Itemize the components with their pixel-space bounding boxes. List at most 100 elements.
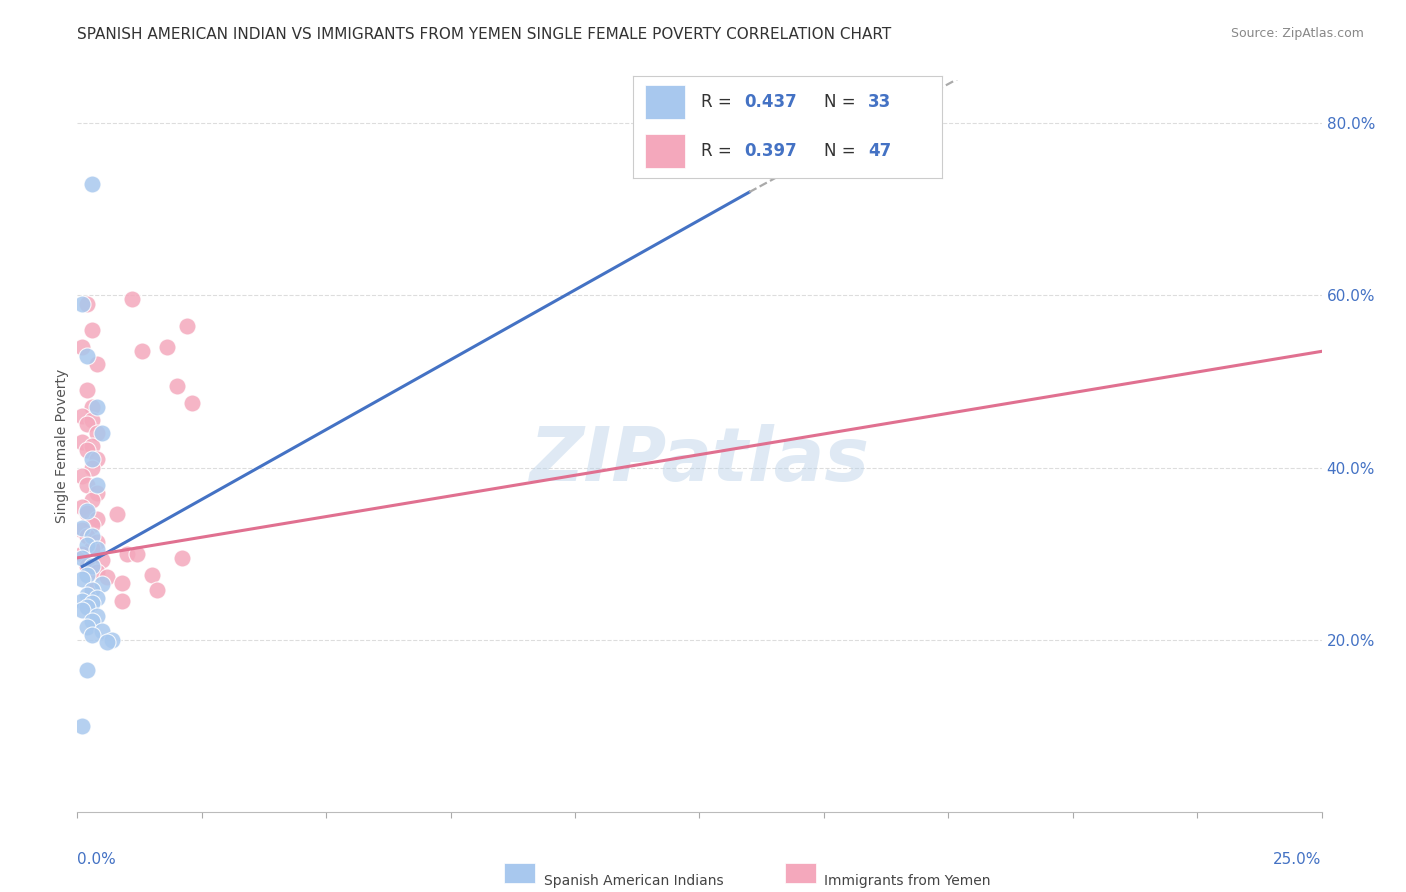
Text: R =: R = [700, 93, 737, 111]
Point [72, 719, 94, 733]
Text: SPANISH AMERICAN INDIAN VS IMMIGRANTS FROM YEMEN SINGLE FEMALE POVERTY CORRELATI: SPANISH AMERICAN INDIAN VS IMMIGRANTS FR… [77, 27, 891, 42]
Point [82, 401, 104, 415]
Point [170, 550, 193, 565]
Point [141, 568, 163, 582]
Point [111, 575, 134, 590]
Point [86, 608, 108, 623]
Y-axis label: Single Female Poverty: Single Female Poverty [55, 369, 69, 523]
Point [76, 538, 98, 552]
Point [86, 542, 108, 557]
Text: R =: R = [700, 142, 737, 161]
Point [82, 413, 104, 427]
Point [76, 443, 98, 458]
Bar [786, 863, 817, 883]
Point [86, 477, 108, 491]
Point [76, 529, 98, 543]
Point [82, 177, 104, 191]
Point [76, 558, 98, 573]
Point [76, 503, 98, 517]
Point [91, 624, 114, 638]
Point [156, 340, 179, 354]
Point [82, 518, 104, 533]
Point [82, 559, 104, 574]
Point [96, 635, 118, 649]
Point [86, 512, 108, 526]
Point [82, 597, 104, 611]
Text: Immigrants from Yemen: Immigrants from Yemen [824, 874, 990, 888]
Point [125, 547, 148, 561]
Point [86, 426, 108, 441]
Point [82, 529, 104, 543]
Point [76, 506, 98, 520]
Point [166, 378, 188, 392]
Point [72, 550, 94, 565]
Point [115, 547, 138, 561]
Bar [645, 135, 685, 168]
Text: Spanish American Indians: Spanish American Indians [544, 874, 724, 888]
Point [121, 292, 143, 306]
Bar [505, 863, 536, 883]
Point [72, 594, 94, 608]
Point [91, 576, 114, 591]
Point [176, 318, 198, 333]
Text: Source: ZipAtlas.com: Source: ZipAtlas.com [1230, 27, 1364, 40]
Point [86, 591, 108, 606]
Point [82, 614, 104, 628]
Point [82, 628, 104, 642]
Point [76, 568, 98, 582]
Text: 47: 47 [868, 142, 891, 161]
Point [82, 582, 104, 596]
Point [72, 573, 94, 587]
Point [82, 451, 104, 466]
Text: 0.397: 0.397 [744, 142, 797, 161]
Point [72, 521, 94, 535]
Point [72, 548, 94, 562]
Text: 25.0%: 25.0% [1274, 852, 1322, 867]
Point [180, 396, 202, 410]
Point [72, 603, 94, 617]
Point [105, 507, 128, 521]
Point [72, 297, 94, 311]
Point [76, 588, 98, 602]
Text: ZIPatlas: ZIPatlas [530, 424, 869, 497]
Point [86, 451, 108, 466]
Point [82, 323, 104, 337]
Point [76, 663, 98, 677]
Point [72, 434, 94, 449]
Point [111, 594, 134, 608]
Point [86, 401, 108, 415]
Point [86, 486, 108, 500]
Point [72, 469, 94, 483]
Text: N =: N = [824, 142, 862, 161]
Point [72, 340, 94, 354]
Point [82, 493, 104, 508]
Text: 33: 33 [868, 93, 891, 111]
Bar [645, 85, 685, 119]
Point [131, 344, 153, 359]
Point [91, 426, 114, 441]
Point [76, 383, 98, 397]
Text: N =: N = [824, 93, 862, 111]
Point [76, 417, 98, 432]
Point [76, 477, 98, 491]
Point [146, 582, 169, 597]
Point [86, 565, 108, 579]
Text: 0.0%: 0.0% [77, 852, 117, 867]
Point [86, 357, 108, 371]
Point [82, 439, 104, 453]
Point [82, 582, 104, 597]
Point [72, 524, 94, 538]
Point [101, 632, 124, 647]
Point [96, 570, 118, 584]
Point [82, 541, 104, 556]
Point [76, 349, 98, 363]
Text: 0.437: 0.437 [744, 93, 797, 111]
Point [91, 552, 114, 566]
Point [72, 409, 94, 423]
Point [82, 460, 104, 475]
Point [76, 297, 98, 311]
Point [86, 535, 108, 549]
Point [76, 599, 98, 614]
Point [76, 620, 98, 634]
Point [72, 500, 94, 514]
